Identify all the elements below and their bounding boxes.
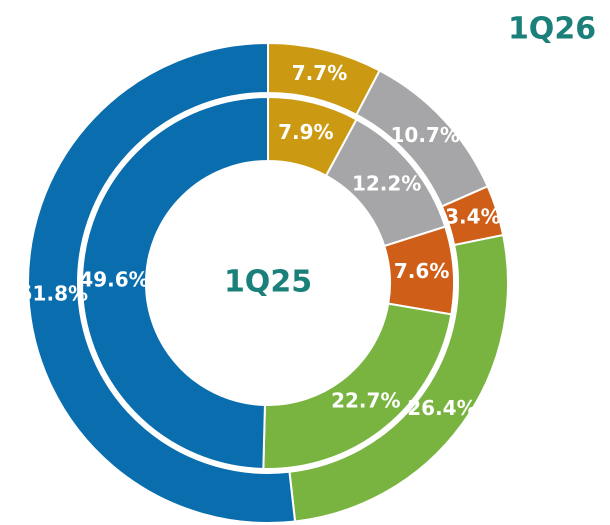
value-label: 10.7% [390, 123, 459, 147]
value-label: 7.9% [278, 120, 333, 144]
outer-ring-label: 1Q26 [508, 12, 596, 47]
value-label: 7.7% [292, 61, 347, 85]
value-label: 49.6% [79, 268, 148, 292]
value-label: 3.4% [445, 204, 500, 228]
value-label: 26.4% [407, 396, 476, 420]
donut-segment [262, 302, 453, 470]
donut-segment [81, 95, 269, 470]
donut-segment [27, 41, 297, 524]
value-label: 7.6% [394, 259, 449, 283]
value-label: 51.8% [19, 282, 88, 306]
value-label: 22.7% [331, 388, 400, 412]
inner-ring-label: 1Q25 [224, 265, 312, 300]
value-label: 12.2% [352, 171, 421, 195]
